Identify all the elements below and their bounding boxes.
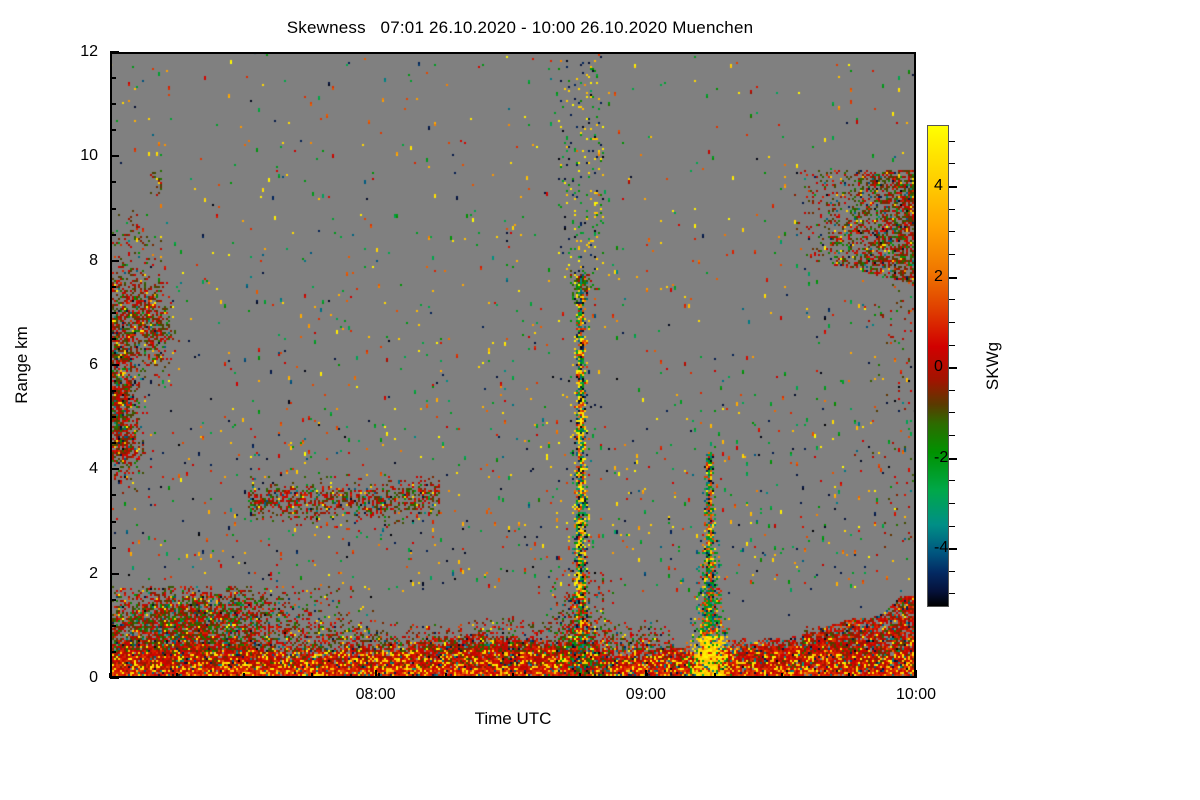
- y-axis-tick-label: 6: [89, 356, 98, 373]
- y-axis-minor-tick: [110, 103, 116, 106]
- colorbar-label: SKWg: [983, 341, 1002, 391]
- y-axis-tick-label: 10: [80, 147, 98, 165]
- x-axis-minor-tick: [579, 673, 582, 678]
- colorbar-minor-tick: [949, 570, 955, 572]
- colorbar-minor-tick: [949, 525, 955, 527]
- x-axis-minor-tick: [109, 673, 111, 678]
- y-axis-tick-label: 8: [89, 251, 98, 269]
- x-axis-minor-tick: [512, 673, 514, 678]
- y-axis-minor-tick: [110, 442, 116, 445]
- y-axis-minor-tick: [110, 546, 116, 549]
- x-axis-minor-tick: [176, 673, 179, 678]
- x-axis-major-tick: [915, 670, 917, 678]
- y-axis-tick-label: 4: [89, 460, 98, 478]
- colorbar-tick-label: 0: [934, 358, 943, 376]
- x-axis-minor-tick: [377, 673, 380, 678]
- colorbar-major-tick: [949, 367, 957, 370]
- colorbar-major-tick: [949, 276, 957, 279]
- colorbar-minor-tick: [949, 480, 955, 482]
- heatmap-plot-area[interactable]: [110, 52, 916, 678]
- y-axis-major-tick: [110, 468, 119, 471]
- x-axis-minor-tick: [713, 673, 716, 678]
- colorbar-gradient: [927, 125, 949, 607]
- y-axis-major-tick: [110, 51, 119, 53]
- colorbar-tick-label: -4: [934, 539, 949, 557]
- colorbar-minor-tick: [949, 412, 955, 414]
- y-axis-minor-tick: [110, 598, 116, 601]
- colorbar-minor-tick: [949, 140, 955, 142]
- colorbar-tick-label: 2: [934, 267, 943, 285]
- y-axis-minor-tick: [110, 285, 116, 288]
- colorbar-major-tick: [949, 457, 957, 460]
- colorbar-minor-tick: [949, 593, 955, 595]
- colorbar-minor-tick: [949, 231, 955, 233]
- colorbar-major-tick: [949, 548, 957, 551]
- heatmap-data-layer: [110, 52, 916, 678]
- y-axis-minor-tick: [110, 181, 116, 184]
- x-axis-tick-label: 09:00: [625, 686, 666, 703]
- colorbar-tick-label: 4: [934, 177, 943, 195]
- y-axis-minor-tick: [110, 77, 116, 80]
- colorbar-tick-label: -2: [934, 448, 949, 466]
- colorbar-minor-tick: [949, 389, 955, 391]
- x-axis-major-tick: [374, 670, 377, 678]
- y-axis-minor-tick: [110, 494, 116, 497]
- y-axis-minor-tick: [110, 390, 116, 393]
- colorbar-minor-tick: [949, 163, 955, 165]
- y-axis-minor-tick: [110, 311, 116, 314]
- x-axis-tick-label: 10:00: [895, 686, 937, 703]
- x-axis-tick-label: 08:00: [355, 686, 396, 703]
- y-axis-label: Range km: [12, 326, 31, 404]
- colorbar-minor-tick: [949, 299, 955, 301]
- y-axis-minor-tick: [110, 129, 116, 132]
- y-axis-minor-tick: [110, 416, 116, 419]
- colorbar-minor-tick: [949, 435, 955, 437]
- y-axis-major-tick: [110, 259, 119, 262]
- y-axis-minor-tick: [110, 650, 116, 653]
- y-axis-minor-tick: [110, 624, 116, 627]
- x-axis-label: Time UTC: [474, 709, 552, 728]
- y-axis-minor-tick: [110, 233, 116, 236]
- colorbar-minor-tick: [949, 321, 955, 323]
- y-axis-tick-label: 12: [80, 43, 98, 60]
- colorbar-minor-tick: [949, 253, 955, 255]
- y-axis-major-tick: [110, 677, 119, 679]
- y-axis-major-tick: [110, 364, 119, 366]
- y-axis-tick-label: 2: [89, 564, 98, 582]
- y-axis-tick-label: 0: [89, 669, 98, 686]
- x-axis-major-tick: [644, 670, 647, 678]
- x-axis-minor-tick: [847, 673, 850, 678]
- y-axis-minor-tick: [110, 207, 116, 210]
- x-axis-minor-tick: [444, 673, 447, 678]
- colorbar-minor-tick: [949, 502, 955, 504]
- y-axis-minor-tick: [110, 520, 116, 523]
- colorbar-minor-tick: [949, 344, 955, 346]
- y-axis-major-tick: [110, 572, 119, 575]
- colorbar[interactable]: [927, 125, 957, 607]
- x-axis-minor-tick: [646, 673, 649, 678]
- x-axis-minor-tick: [780, 673, 783, 678]
- colorbar-major-tick: [949, 186, 957, 189]
- colorbar-minor-tick: [949, 208, 955, 210]
- page-title: Skewness 07:01 26.10.2020 - 10:00 26.10.…: [286, 18, 754, 37]
- x-axis-minor-tick: [310, 673, 313, 678]
- y-axis-minor-tick: [110, 337, 116, 340]
- x-axis-minor-tick: [243, 673, 246, 678]
- y-axis-major-tick: [110, 155, 119, 158]
